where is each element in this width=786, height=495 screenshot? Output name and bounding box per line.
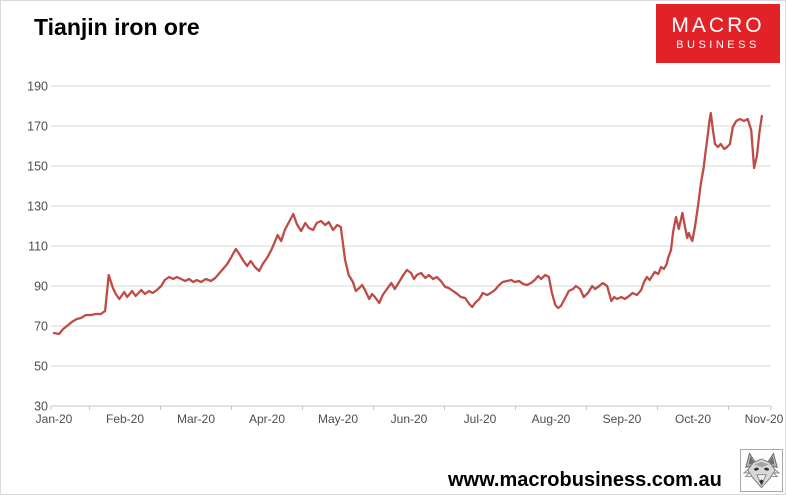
svg-text:150: 150 [27, 160, 48, 174]
svg-text:90: 90 [34, 280, 48, 294]
svg-text:Nov-20: Nov-20 [745, 412, 784, 426]
svg-text:Feb-20: Feb-20 [106, 412, 144, 426]
svg-text:May-20: May-20 [318, 412, 358, 426]
svg-text:Jul-20: Jul-20 [464, 412, 497, 426]
y-axis-labels: 30 50 70 90 110 130 150 170 190 [27, 80, 48, 414]
svg-text:50: 50 [34, 360, 48, 374]
svg-text:Aug-20: Aug-20 [532, 412, 571, 426]
x-axis [50, 405, 772, 410]
svg-text:70: 70 [34, 320, 48, 334]
svg-text:190: 190 [27, 80, 48, 94]
svg-text:Mar-20: Mar-20 [177, 412, 215, 426]
svg-text:Apr-20: Apr-20 [249, 412, 285, 426]
svg-text:Oct-20: Oct-20 [675, 412, 711, 426]
svg-text:110: 110 [28, 240, 48, 254]
wolf-logo [740, 449, 783, 492]
macrobusiness-logo: MACRO BUSINESS [656, 4, 780, 63]
wolf-head-icon [743, 451, 780, 488]
price-line [52, 111, 764, 336]
logo-text-business: BUSINESS [676, 39, 760, 51]
svg-text:170: 170 [27, 120, 48, 134]
svg-text:130: 130 [27, 200, 48, 214]
svg-text:30: 30 [34, 400, 48, 414]
svg-text:Jun-20: Jun-20 [391, 412, 428, 426]
gridlines [51, 85, 771, 367]
website-url: www.macrobusiness.com.au [448, 469, 722, 491]
chart-title: Tianjin iron ore [34, 14, 200, 40]
svg-text:Sep-20: Sep-20 [603, 412, 642, 426]
x-axis-labels: Jan-20 Feb-20 Mar-20 Apr-20 May-20 Jun-20 Jul-… [36, 412, 784, 426]
svg-text:Jan-20: Jan-20 [36, 412, 73, 426]
logo-text-macro: MACRO [671, 14, 765, 37]
